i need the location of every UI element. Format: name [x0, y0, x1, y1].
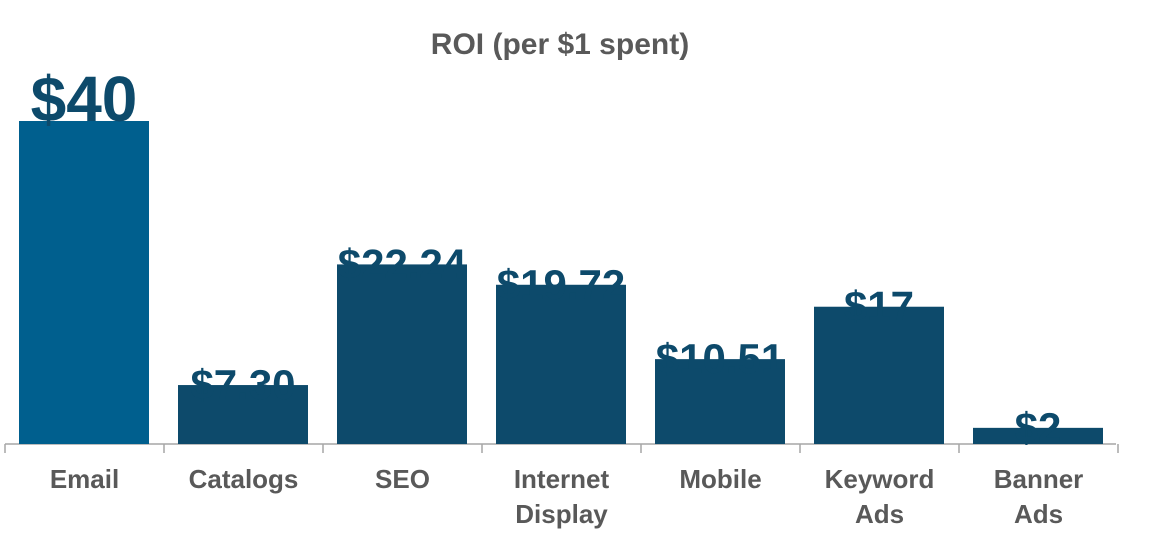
x-tick-label-line: Catalogs — [189, 464, 299, 494]
data-label-catalogs: $7.30 — [190, 361, 295, 408]
bars-group — [19, 121, 1103, 444]
x-tick-label-seo: SEO — [375, 464, 430, 494]
bar-email — [19, 121, 149, 444]
data-label-email: $40 — [31, 63, 138, 135]
x-tick-label-catalogs: Catalogs — [189, 464, 299, 494]
bar-catalogs — [178, 385, 308, 444]
x-ticks-group: Email Catalogs SEO Internet Display Mobile Key… — [4, 444, 1119, 529]
x-tick-label-line: Banner — [994, 464, 1084, 494]
bar-banner-ads — [973, 427, 1103, 444]
x-tick-label-line: Email — [50, 464, 119, 494]
x-tick-label-keyword-ads: Keyword Ads — [825, 464, 935, 529]
x-tick-label-line: Keyword — [825, 464, 935, 494]
data-label-banner-ads: $2 — [1015, 404, 1062, 451]
data-label-keyword-ads: $17 — [844, 283, 914, 330]
bar-seo — [337, 264, 467, 444]
x-tick-label-banner-ads: Banner Ads — [994, 464, 1084, 529]
x-tick-label-line: Internet — [514, 464, 610, 494]
x-tick-label-email: Email — [50, 464, 119, 494]
x-tick-label-line: Ads — [1014, 499, 1063, 529]
data-label-internet-display: $19.72 — [497, 261, 625, 308]
data-label-seo: $22.24 — [338, 240, 467, 287]
chart-title: ROI (per $1 spent) — [431, 28, 689, 61]
bar-mobile — [655, 359, 785, 444]
x-tick-label-line: SEO — [375, 464, 430, 494]
data-label-mobile: $10.51 — [656, 335, 784, 382]
data-labels-group: $40 $7.30 $22.24 $19.72 $10.51 $17 $2 — [31, 63, 1062, 451]
bar-keyword-ads — [814, 306, 944, 444]
x-tick-label-line: Ads — [855, 499, 904, 529]
x-tick-label-line: Mobile — [679, 464, 761, 494]
bar-internet-display — [496, 284, 626, 444]
x-tick-label-line: Display — [515, 499, 608, 529]
x-tick-label-internet-display: Internet Display — [514, 464, 610, 529]
x-tick-label-mobile: Mobile — [679, 464, 761, 494]
